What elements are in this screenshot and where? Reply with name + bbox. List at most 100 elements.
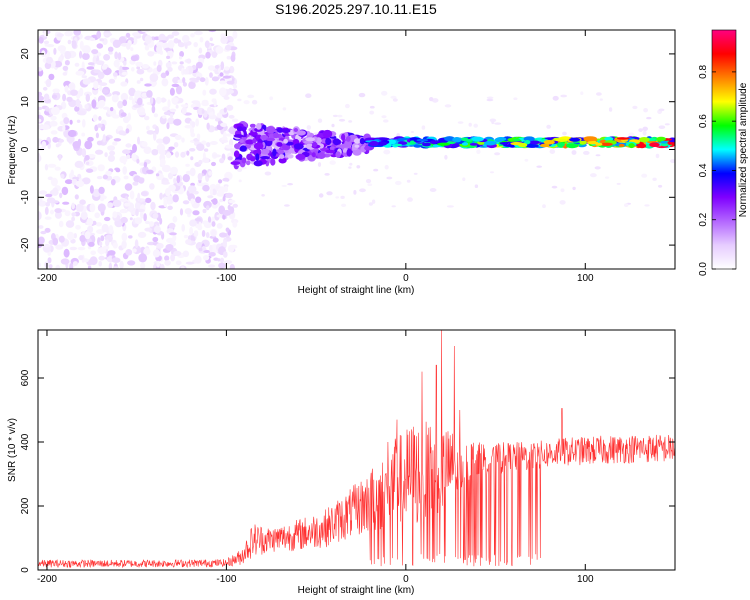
heatmap-cell xyxy=(93,80,99,90)
heatmap-cell xyxy=(596,92,602,96)
heatmap-cell xyxy=(38,106,43,111)
heatmap-cell xyxy=(208,30,217,33)
heatmap-cell xyxy=(354,144,360,148)
heatmap-cell xyxy=(202,184,210,192)
heatmap-cell xyxy=(208,170,213,176)
heatmap-cell xyxy=(560,188,565,193)
heatmap-cell xyxy=(194,30,203,36)
heatmap-cell xyxy=(101,223,109,233)
heatmap-cell xyxy=(55,143,60,148)
heatmap-cell xyxy=(296,130,306,136)
heatmap-cell xyxy=(377,141,387,146)
heatmap-cell xyxy=(115,168,121,173)
heatmap-cell xyxy=(98,260,102,267)
heatmap-cell xyxy=(48,264,53,269)
heatmap-cell xyxy=(66,96,73,102)
heatmap-cell xyxy=(90,250,96,256)
heatmap-cell xyxy=(167,172,174,180)
heatmap-cell xyxy=(628,143,635,149)
heatmap-cell xyxy=(359,137,365,145)
heatmap-cell xyxy=(194,217,202,222)
heatmap-cell xyxy=(52,88,60,94)
heatmap-cell xyxy=(618,143,625,147)
heatmap-cell xyxy=(174,151,180,158)
heatmap-cell xyxy=(524,158,529,162)
heatmap-cell xyxy=(172,216,178,223)
heatmap-cell xyxy=(166,55,171,60)
heatmap-cell xyxy=(45,106,50,112)
heatmap-cell xyxy=(207,216,212,224)
heatmap-cell xyxy=(171,97,179,103)
heatmap-cell xyxy=(199,77,206,83)
heatmap-cell xyxy=(239,145,247,152)
heatmap-cell xyxy=(556,142,565,148)
heatmap-cell xyxy=(45,202,51,207)
heatmap-cell xyxy=(136,66,141,70)
heatmap-cell xyxy=(156,44,163,54)
heatmap-cell xyxy=(61,186,69,196)
heatmap-cell xyxy=(209,72,213,78)
heatmap-cell xyxy=(145,197,152,204)
heatmap-cell xyxy=(87,62,95,66)
heatmap-cell xyxy=(219,72,224,77)
heatmap-cell xyxy=(201,101,209,107)
heatmap-cell xyxy=(284,204,290,207)
heatmap-cell xyxy=(219,158,225,164)
heatmap-cell xyxy=(349,162,353,166)
heatmap-cell xyxy=(184,124,193,129)
heatmap-cell xyxy=(81,61,85,70)
heatmap-cell xyxy=(247,94,255,99)
heatmap-cell xyxy=(616,182,621,185)
heatmap-cell xyxy=(160,72,167,79)
heatmap-cell xyxy=(318,193,324,198)
heatmap-cell xyxy=(134,201,141,211)
heatmap-cell xyxy=(311,152,316,158)
heatmap-cell xyxy=(245,139,255,145)
heatmap-cell xyxy=(282,107,287,111)
heatmap-cell xyxy=(295,153,306,160)
heatmap-cell xyxy=(261,194,265,197)
heatmap-cell xyxy=(152,81,157,86)
heatmap-cell xyxy=(224,185,229,193)
heatmap-cell xyxy=(45,193,53,198)
heatmap-cell xyxy=(168,222,176,229)
snr-x-label: Height of straight line (km) xyxy=(298,585,415,596)
heatmap-cell xyxy=(75,180,85,188)
heatmap-cell xyxy=(293,128,298,132)
heatmap-cell xyxy=(196,76,201,81)
heatmap-cell xyxy=(293,143,304,150)
heatmap-cell xyxy=(146,125,150,131)
heatmap-cell xyxy=(139,77,144,82)
heatmap-cell xyxy=(348,120,353,123)
heatmap-cell xyxy=(484,140,496,146)
heatmap-cell xyxy=(226,55,231,60)
x-tick-label: -200 xyxy=(37,273,57,284)
heatmap-cell xyxy=(279,154,285,159)
heatmap-cell xyxy=(536,165,542,168)
heatmap-cell xyxy=(38,211,42,221)
heatmap-cell xyxy=(462,177,466,181)
heatmap-cell xyxy=(98,82,108,86)
heatmap-cell xyxy=(112,199,122,208)
heatmap-cell xyxy=(53,60,63,68)
heatmap-cell xyxy=(176,175,181,184)
heatmap-cell xyxy=(193,230,199,237)
heatmap-cell xyxy=(172,76,180,84)
heatmap-cell xyxy=(658,108,665,112)
heatmap-cell xyxy=(391,205,396,208)
heatmap-cell xyxy=(494,122,502,125)
heatmap-cell xyxy=(117,100,124,109)
heatmap-cell xyxy=(62,124,66,132)
heatmap-cell xyxy=(74,62,80,67)
heatmap-cell xyxy=(72,176,80,180)
heatmap-cell xyxy=(219,80,227,85)
heatmap-cell xyxy=(237,98,242,102)
snr-series-line xyxy=(38,330,675,569)
heatmap-cell xyxy=(99,197,105,202)
heatmap-cell xyxy=(64,60,70,66)
y-tick-label: 20 xyxy=(20,48,31,60)
heatmap-cell xyxy=(471,136,484,142)
heatmap-cell xyxy=(212,154,221,158)
x-tick-label: 0 xyxy=(403,574,409,585)
heatmap-cell xyxy=(86,66,95,70)
